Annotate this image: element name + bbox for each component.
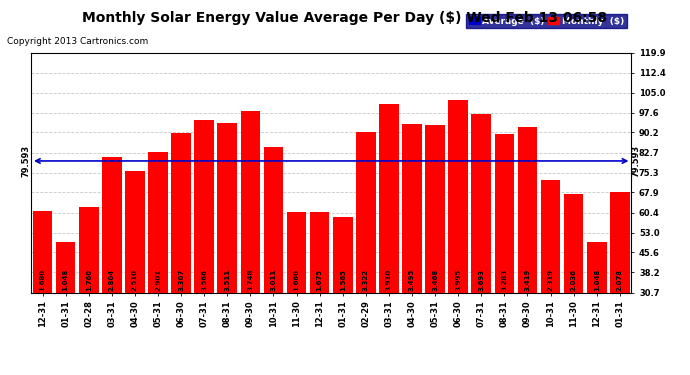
Text: 3.910: 3.910 — [386, 269, 392, 291]
Bar — [102, 157, 121, 292]
Text: 2.804: 2.804 — [109, 269, 115, 291]
Legend: Average  ($), Monthly  ($): Average ($), Monthly ($) — [466, 14, 627, 28]
Bar — [333, 217, 353, 292]
Bar — [241, 111, 260, 292]
Text: 3.693: 3.693 — [478, 269, 484, 291]
Bar — [79, 207, 99, 292]
Text: 2.036: 2.036 — [571, 269, 577, 291]
Text: 3.468: 3.468 — [432, 269, 438, 291]
Text: 2.319: 2.319 — [548, 269, 553, 291]
Bar — [171, 133, 191, 292]
Bar — [287, 212, 306, 292]
Text: 3.495: 3.495 — [409, 269, 415, 291]
Text: 1.048: 1.048 — [593, 269, 600, 291]
Bar — [356, 132, 375, 292]
Text: 2.078: 2.078 — [617, 269, 623, 291]
Text: 2.901: 2.901 — [155, 269, 161, 291]
Bar — [425, 125, 445, 292]
Text: 3.566: 3.566 — [201, 269, 207, 291]
Text: 3.748: 3.748 — [248, 269, 253, 291]
Text: 3.419: 3.419 — [524, 269, 531, 291]
Bar — [541, 180, 560, 292]
Text: 3.307: 3.307 — [178, 269, 184, 291]
Bar — [33, 211, 52, 292]
Text: 1.675: 1.675 — [317, 269, 323, 291]
Text: 79.593: 79.593 — [22, 145, 31, 177]
Bar — [448, 99, 468, 292]
Bar — [56, 242, 75, 292]
Text: Monthly Solar Energy Value Average Per Day ($) Wed Feb 13 06:58: Monthly Solar Energy Value Average Per D… — [82, 11, 608, 25]
Text: 3.283: 3.283 — [502, 269, 507, 291]
Text: 1.660: 1.660 — [293, 269, 299, 291]
Bar — [217, 123, 237, 292]
Bar — [125, 171, 145, 292]
Bar — [148, 152, 168, 292]
Bar — [402, 124, 422, 292]
Bar — [564, 194, 584, 292]
Text: 3.995: 3.995 — [455, 269, 461, 291]
Bar — [495, 134, 514, 292]
Text: 79.593: 79.593 — [631, 145, 640, 177]
Text: 1.565: 1.565 — [339, 269, 346, 291]
Bar — [587, 242, 607, 292]
Text: 3.511: 3.511 — [224, 269, 230, 291]
Bar — [195, 120, 214, 292]
Text: 1.048: 1.048 — [63, 269, 69, 291]
Bar — [610, 192, 629, 292]
Bar — [518, 128, 538, 292]
Bar — [310, 211, 329, 292]
Text: 2.510: 2.510 — [132, 269, 138, 291]
Text: Copyright 2013 Cartronics.com: Copyright 2013 Cartronics.com — [7, 38, 148, 46]
Bar — [471, 114, 491, 292]
Text: 1.680: 1.680 — [39, 269, 46, 291]
Text: 3.322: 3.322 — [363, 269, 369, 291]
Bar — [379, 104, 399, 292]
Text: 3.011: 3.011 — [270, 269, 277, 291]
Bar — [264, 147, 284, 292]
Text: 1.760: 1.760 — [86, 269, 92, 291]
